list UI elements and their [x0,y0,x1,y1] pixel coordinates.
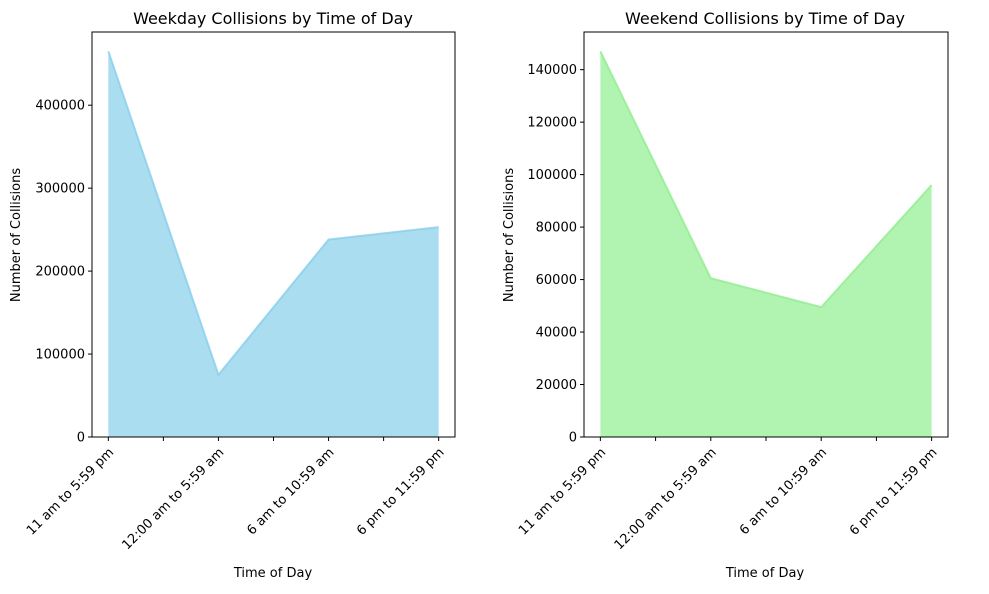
y-tick-label: 120000 [527,116,577,131]
y-tick-label: 100000 [527,168,577,183]
area-fill [600,51,932,438]
series-line [107,50,439,377]
y-tick-label: 80000 [536,221,577,236]
x-tick-label: 11 am to 5:59 pm [516,445,609,538]
x-tick-label: 11 am to 5:59 pm [24,445,117,538]
x-tick-label: 6 am to 10:59 am [244,445,337,538]
y-tick-label: 100000 [35,348,85,363]
weekday-chart: Weekday Collisions by Time of Day Time o… [9,9,456,581]
x-tick-label: 12:00 am to 5:59 am [119,445,227,553]
x-tick-label: 6 pm to 11:59 pm [847,445,940,538]
plot-area: 0 20000 40000 60000 80000 100000 120000 140000 1… [516,31,949,553]
chart-title: Weekend Collisions by Time of Day [625,9,905,28]
y-tick-label: 400000 [35,99,85,114]
y-tick-label: 300000 [35,182,85,197]
y-tick-label: 40000 [536,326,577,341]
y-axis-label: Number of Collisions [502,168,517,302]
y-tick-label: 200000 [35,265,85,280]
y-axis-label: Number of Collisions [9,168,24,302]
area-fill [108,51,439,438]
chart-title: Weekday Collisions by Time of Day [133,9,413,28]
plot-area: 0 100000 200000 300000 400000 11 am to 5:59 p… [24,31,456,553]
x-axis-label: Time of Day [233,566,313,581]
weekend-chart: Weekend Collisions by Time of Day Time o… [502,9,949,581]
x-tick-label: 12:00 am to 5:59 am [612,445,720,553]
x-tick-label: 6 am to 10:59 am [737,445,830,538]
y-tick-label: 60000 [536,273,577,288]
series-line [599,50,933,309]
x-tick-label: 6 pm to 11:59 pm [354,445,447,538]
x-axis-label: Time of Day [725,566,805,581]
y-tick-label: 140000 [527,63,577,78]
y-tick-label: 0 [77,431,85,446]
y-tick-label: 0 [569,431,577,446]
y-tick-label: 20000 [536,378,577,393]
